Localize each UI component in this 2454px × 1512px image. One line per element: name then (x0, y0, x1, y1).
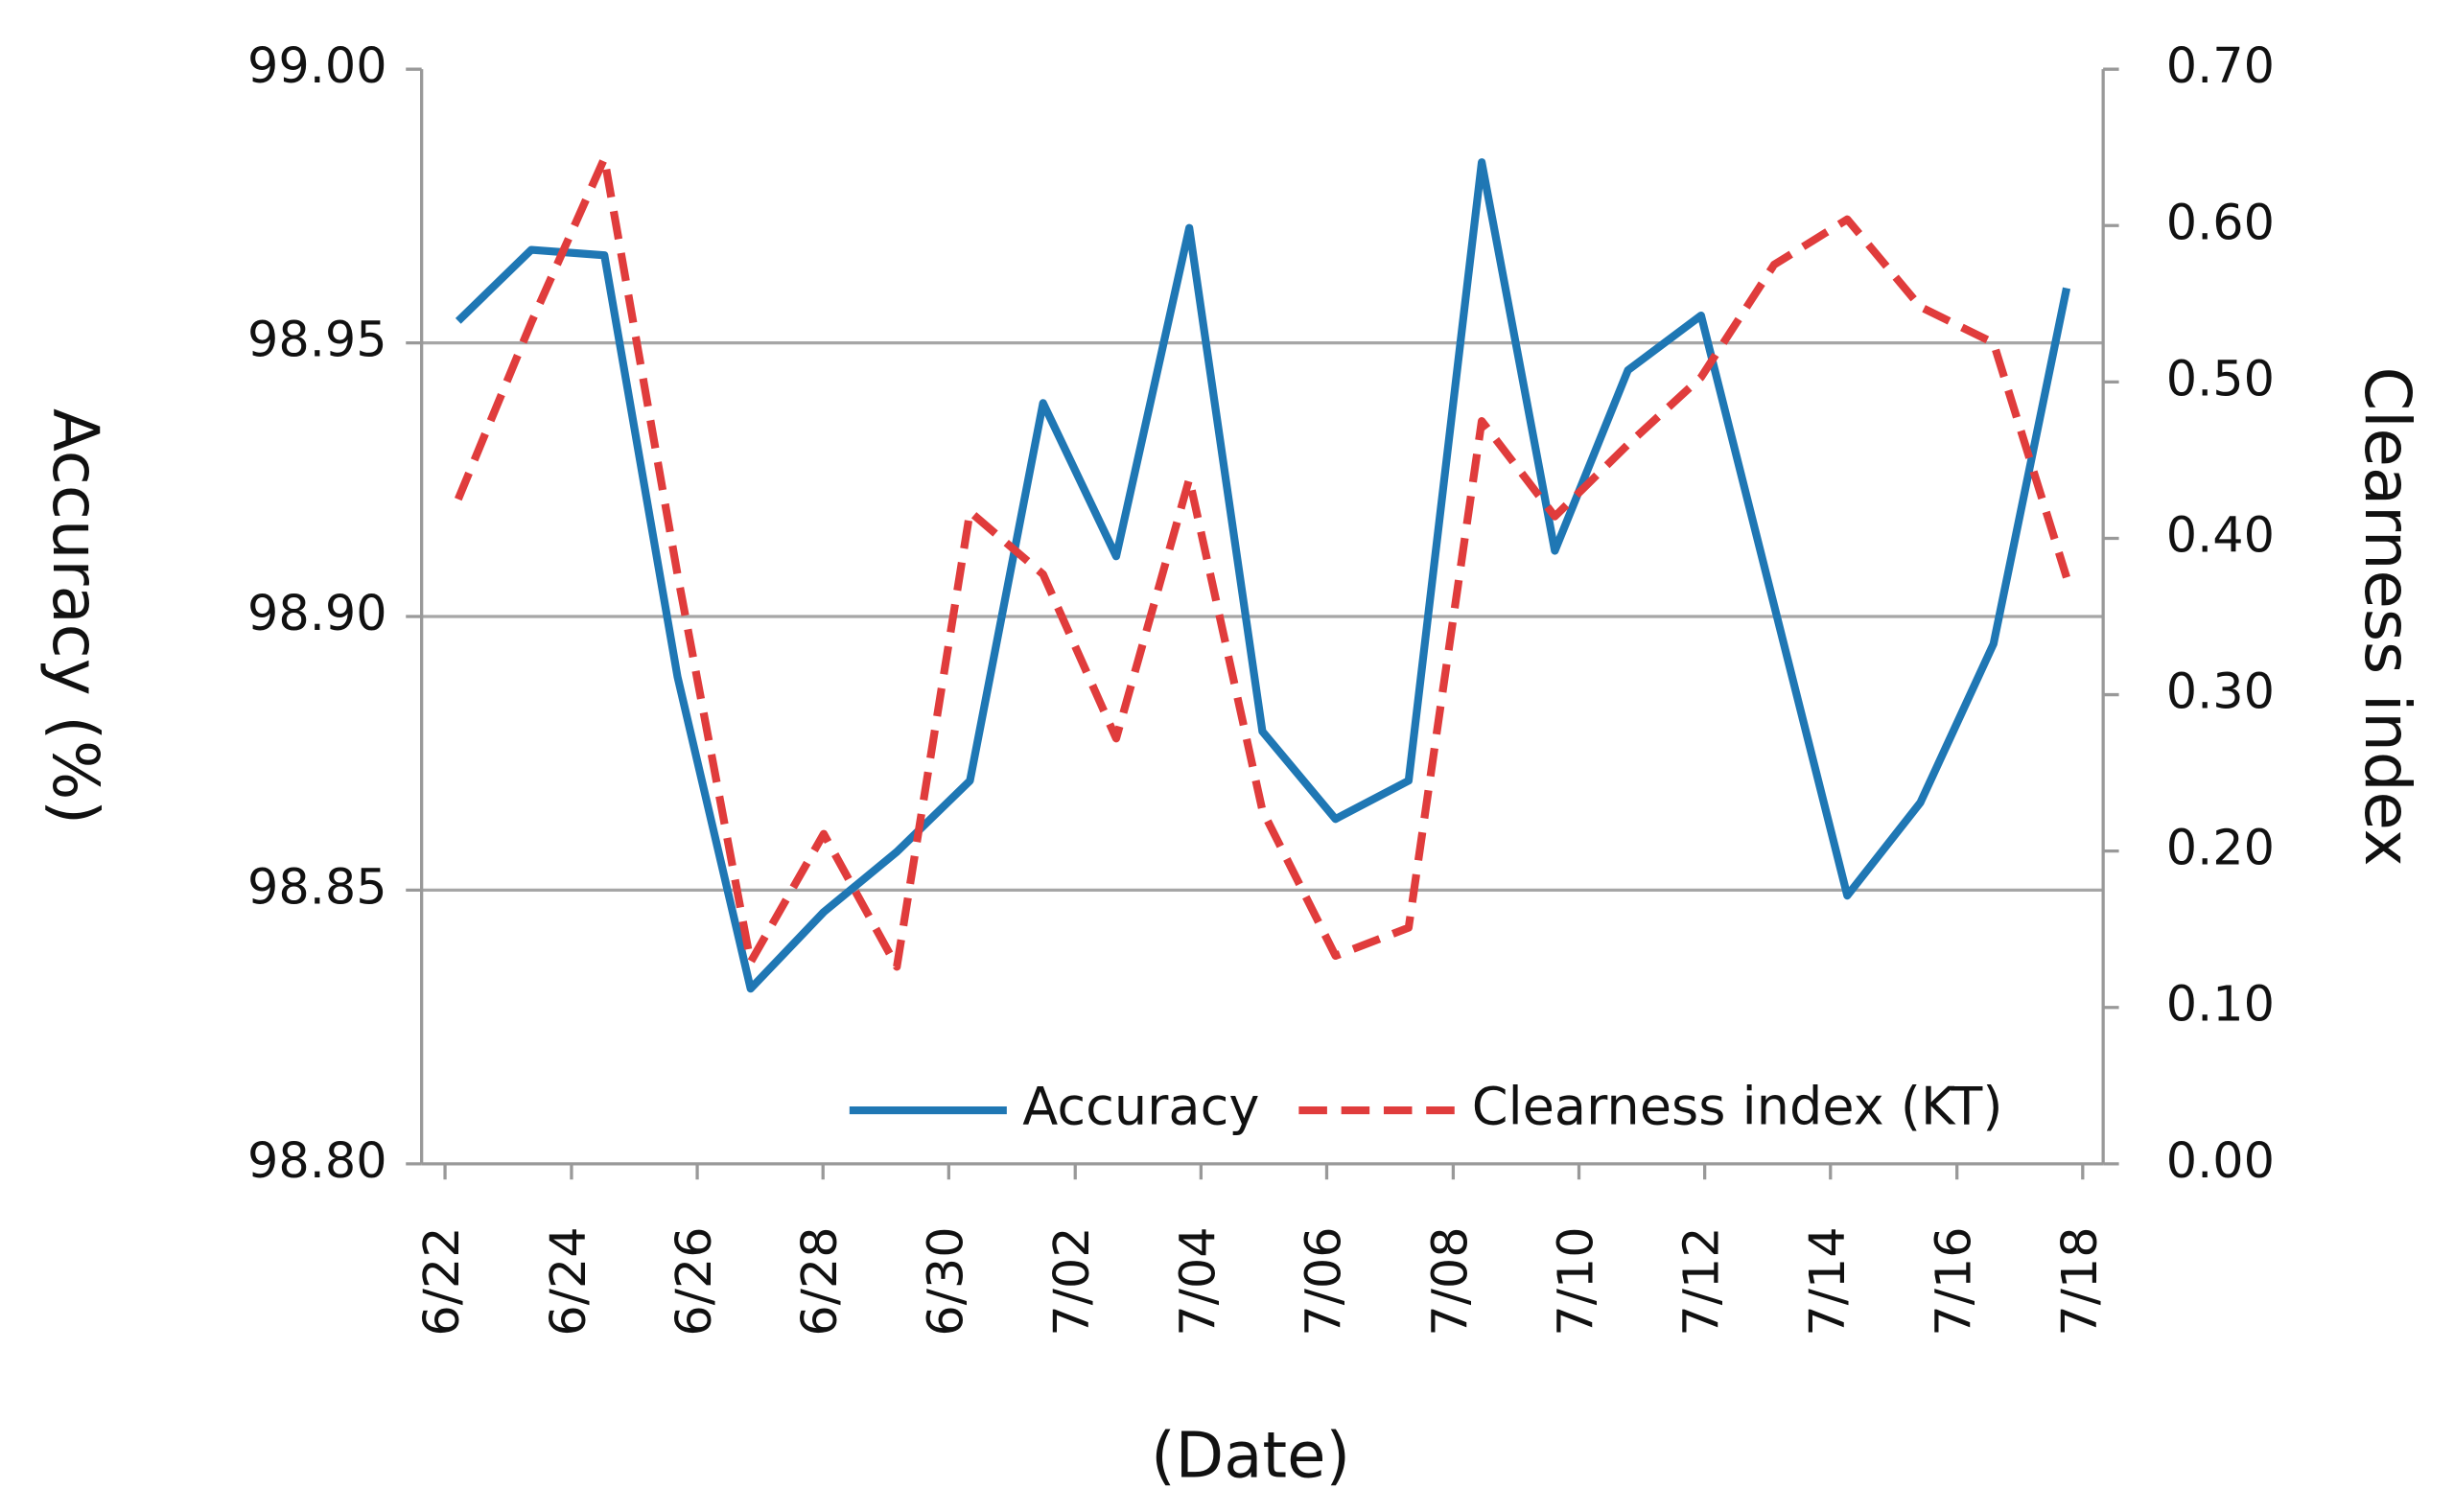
x-tick-label: 6/30 (917, 1226, 973, 1336)
x-tick-label: 7/14 (1799, 1226, 1856, 1336)
x-tick-label: 6/28 (791, 1226, 848, 1336)
y2-tick-label: 0.20 (2166, 820, 2275, 876)
y-tick-label: 98.90 (247, 585, 387, 641)
series-line (454, 154, 2070, 971)
y2-tick-label: 0.10 (2166, 976, 2275, 1033)
y2-axis-title: Clearness index (2350, 366, 2423, 866)
x-tick-label: 7/18 (2051, 1226, 2108, 1336)
x-tick-label: 7/02 (1043, 1226, 1100, 1336)
y2-tick-label: 0.70 (2166, 37, 2275, 94)
x-tick-label: 6/26 (666, 1226, 722, 1336)
y-tick-label: 98.85 (247, 858, 387, 915)
x-tick-label: 6/24 (540, 1226, 596, 1336)
y2-tick-label: 0.50 (2166, 350, 2275, 407)
x-tick-label: 7/16 (1926, 1226, 1982, 1336)
legend-label: Clearness index (KT) (1472, 1077, 2003, 1137)
x-tick-label: 7/10 (1548, 1226, 1604, 1336)
y-tick-label: 98.95 (247, 312, 387, 368)
y-tick-label: 99.00 (247, 37, 387, 94)
x-axis-title: (Date) (1151, 1419, 1350, 1492)
y2-tick-label: 0.60 (2166, 194, 2275, 250)
x-tick-label: 7/08 (1421, 1226, 1478, 1336)
x-tick-label: 7/12 (1673, 1226, 1730, 1336)
series-line (455, 158, 2071, 993)
y-axis-title: Accuracy (%) (38, 408, 111, 825)
y2-tick-label: 0.30 (2166, 663, 2275, 720)
y2-tick-label: 0.00 (2166, 1132, 2275, 1189)
x-tick-label: 7/04 (1169, 1226, 1226, 1336)
x-tick-label: 7/06 (1295, 1226, 1351, 1336)
y2-tick-label: 0.40 (2166, 506, 2275, 563)
legend-label: Accuracy (1022, 1077, 1259, 1137)
x-tick-label: 6/22 (413, 1226, 470, 1336)
y-tick-label: 98.80 (247, 1132, 387, 1189)
